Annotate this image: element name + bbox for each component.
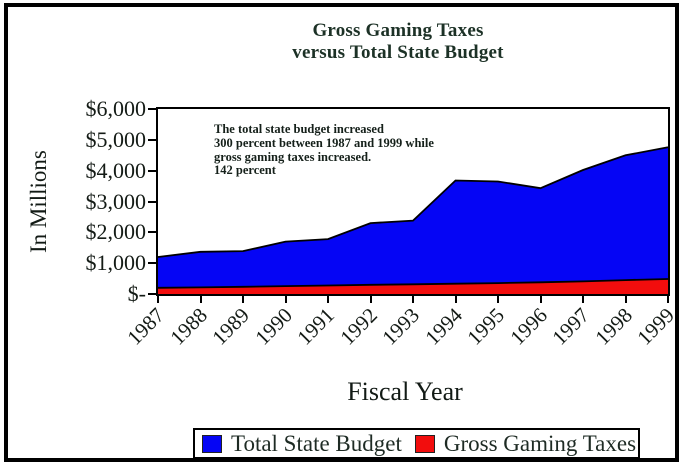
- annotation-line-2: 300 percent between 1987 and 1999 while: [214, 135, 434, 150]
- annotation-line-1: The total state budget increased: [214, 122, 384, 136]
- plot-area: The total state budget increased 300 per…: [156, 107, 670, 296]
- chart-title: Gross Gaming Taxes versus Total State Bu…: [128, 20, 668, 63]
- chart-annotation: The total state budget increased 300 per…: [214, 122, 474, 178]
- y-tick-label-5: $1,000: [85, 250, 147, 276]
- x-tick-12: [667, 296, 669, 303]
- y-tick-0: [148, 108, 157, 110]
- chart-title-line-2: versus Total State Budget: [292, 41, 504, 63]
- legend-swatch-red: [414, 434, 435, 453]
- y-tick-label-0: $6,000: [85, 96, 147, 121]
- chart-legend: Total State Budget Gross Gaming Taxes: [193, 428, 640, 459]
- x-tick-9: [539, 296, 542, 303]
- annotation-line-3: gross gaming taxes increased.: [214, 149, 372, 164]
- y-tick-5: [148, 262, 157, 265]
- x-tick-6: [412, 296, 414, 303]
- y-tick-3: [148, 200, 157, 203]
- x-tick-8: [497, 296, 499, 303]
- legend-label-total-state-budget: Total State Budget: [231, 430, 402, 456]
- legend-swatch-blue: [202, 434, 222, 453]
- chart-title-line-1: Gross Gaming Taxes: [312, 20, 484, 41]
- y-tick-label-6: $-: [127, 281, 146, 306]
- y-tick-label-1: $5,000: [85, 126, 147, 152]
- x-axis-title: Fiscal Year: [347, 377, 463, 406]
- x-tick-5: [369, 296, 372, 303]
- area-series-1-edge: [158, 278, 668, 289]
- x-tick-2: [242, 296, 244, 303]
- x-tick-0: [157, 296, 159, 303]
- legend-item-gross-gaming-taxes: Gross Gaming Taxes: [414, 430, 637, 457]
- x-tick-10: [582, 296, 584, 303]
- x-tick-1: [199, 296, 202, 303]
- y-tick-label-3: $3,000: [85, 188, 147, 214]
- x-tick-11: [624, 296, 627, 303]
- annotation-line-4: 142 percent: [214, 163, 276, 178]
- area-chart-svg: [158, 146, 668, 294]
- y-tick-6: [148, 293, 157, 295]
- y-tick-label-2: $4,000: [85, 157, 147, 183]
- area-series-0-edge: [158, 146, 668, 258]
- legend-label-gross-gaming-taxes: Gross Gaming Taxes: [443, 430, 637, 456]
- y-tick-2: [148, 169, 157, 172]
- y-tick-label-4: $2,000: [85, 219, 147, 245]
- x-tick-7: [454, 296, 457, 303]
- y-tick-4: [148, 231, 157, 234]
- x-tick-4: [327, 296, 329, 303]
- y-tick-1: [148, 138, 157, 141]
- x-tick-3: [284, 296, 287, 303]
- legend-item-total-state-budget: Total State Budget: [202, 431, 402, 457]
